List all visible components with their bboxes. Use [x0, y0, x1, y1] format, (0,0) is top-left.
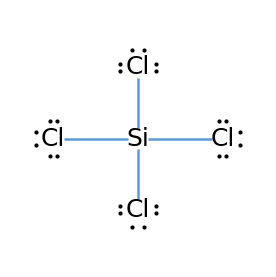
- Text: Cl: Cl: [126, 55, 150, 79]
- Text: Cl: Cl: [126, 198, 150, 222]
- Text: Si: Si: [127, 127, 149, 150]
- Text: Cl: Cl: [41, 127, 65, 150]
- Text: Cl: Cl: [211, 127, 235, 150]
